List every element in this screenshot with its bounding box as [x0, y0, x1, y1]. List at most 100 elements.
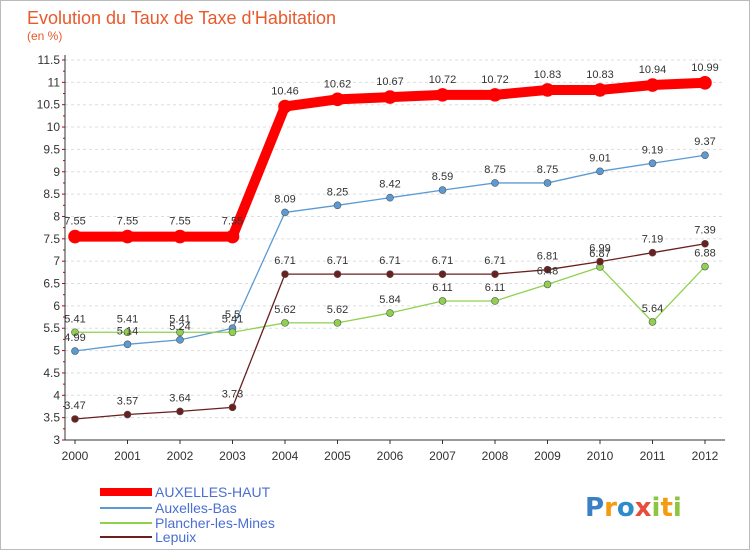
- data-point: [701, 239, 709, 248]
- data-label: 8.75: [537, 164, 558, 176]
- data-label: 4.99: [64, 332, 85, 344]
- data-label: 5.84: [379, 294, 400, 306]
- data-label: 6.71: [484, 255, 505, 267]
- data-point: [386, 309, 394, 317]
- x-tick-label: 2011: [640, 449, 666, 463]
- data-label: 5.41: [169, 313, 190, 325]
- data-point: [281, 319, 289, 327]
- y-tick-label: 7: [53, 254, 60, 268]
- y-tick-label: 11: [48, 75, 61, 89]
- data-label: 3.57: [117, 396, 138, 408]
- y-tick-label: 9: [53, 165, 60, 179]
- data-label: 8.59: [432, 171, 453, 183]
- data-point: [488, 88, 502, 102]
- data-label: 6.88: [694, 248, 715, 260]
- data-point: [648, 318, 657, 326]
- data-point: [435, 88, 450, 102]
- data-point: [333, 319, 342, 327]
- data-label: 10.67: [376, 76, 404, 88]
- logo-letter: t: [660, 493, 672, 523]
- data-label: 5.64: [642, 303, 663, 315]
- chart-subtitle: (en %): [27, 29, 62, 43]
- data-label: 10.46: [271, 85, 299, 97]
- chart-title: Evolution du Taux de Taxe d'Habitation: [27, 8, 336, 28]
- logo-letter: o: [617, 493, 635, 523]
- data-label: 6.87: [589, 248, 610, 260]
- data-label: 5.5: [225, 309, 240, 321]
- legend-label: AUXELLES-HAUT: [155, 484, 271, 500]
- y-tick-label: 3: [53, 433, 60, 447]
- data-point: [596, 167, 604, 176]
- plot-area: 33.544.555.566.577.588.599.51010.51111.5…: [37, 53, 725, 463]
- x-tick-label: 2000: [62, 449, 89, 463]
- data-label: 10.72: [429, 74, 457, 86]
- logo-letter: i: [673, 493, 682, 523]
- data-point: [648, 248, 657, 257]
- data-label: 5.14: [117, 325, 138, 337]
- x-tick-label: 2001: [114, 449, 141, 463]
- data-label: 10.62: [324, 78, 352, 90]
- y-tick-label: 4: [53, 388, 60, 402]
- data-label: 5.62: [274, 304, 295, 316]
- data-point: [176, 407, 184, 416]
- logo-letter: i: [652, 493, 661, 523]
- data-label: 6.99: [589, 243, 610, 255]
- data-label: 10.83: [534, 69, 562, 81]
- data-point: [596, 257, 604, 266]
- data-label: 7.55: [117, 216, 138, 228]
- y-tick-label: 10: [47, 120, 61, 134]
- x-tick-label: 2012: [692, 449, 719, 463]
- data-point: [71, 415, 79, 423]
- legend-label: Lepuix: [155, 529, 196, 545]
- data-label: 10.72: [481, 74, 509, 86]
- data-point: [281, 208, 289, 217]
- data-point: [333, 201, 342, 210]
- data-point: [701, 151, 709, 160]
- data-label: 5.62: [327, 304, 348, 316]
- data-label: 5.41: [117, 313, 138, 325]
- x-tick-label: 2006: [377, 449, 404, 463]
- data-point: [71, 347, 79, 355]
- data-point: [491, 179, 499, 187]
- data-label: 6.71: [432, 255, 453, 267]
- data-point: [701, 262, 709, 271]
- logo-letter: r: [604, 493, 617, 523]
- data-point: [333, 270, 342, 278]
- x-tick-label: 2007: [429, 449, 456, 463]
- data-label: 7.55: [64, 216, 85, 228]
- legend-label: Plancher-les-Mines: [155, 515, 275, 531]
- data-point: [543, 265, 552, 274]
- data-label: 9.37: [694, 136, 715, 148]
- data-label: 7.55: [169, 216, 190, 228]
- x-tick-label: 2002: [167, 449, 194, 463]
- data-point: [330, 92, 345, 107]
- data-point: [123, 328, 132, 337]
- data-point: [225, 229, 240, 244]
- data-label: 3.64: [169, 392, 190, 404]
- y-tick-label: 3.5: [43, 411, 60, 425]
- x-tick-label: 2003: [219, 449, 246, 463]
- data-point: [386, 193, 394, 202]
- data-label: 7.55: [222, 216, 243, 228]
- data-label: 6.81: [537, 251, 558, 263]
- x-tick-label: 2009: [534, 449, 561, 463]
- y-tick-label: 10.5: [37, 98, 61, 112]
- data-label: 7.19: [642, 234, 663, 246]
- y-tick-label: 11.5: [38, 53, 61, 67]
- data-point: [698, 76, 712, 90]
- data-label: 5.24: [169, 321, 190, 333]
- data-point: [68, 229, 82, 244]
- x-tick-label: 2004: [272, 449, 299, 463]
- data-point: [491, 270, 499, 278]
- legend-label: Auxelles-Bas: [155, 500, 237, 516]
- data-label: 9.01: [589, 152, 610, 164]
- data-label: 8.42: [379, 179, 400, 191]
- data-label: 5.41: [64, 313, 85, 325]
- data-point: [228, 403, 237, 412]
- y-tick-label: 8.5: [43, 187, 60, 201]
- data-point: [438, 186, 447, 194]
- data-label: 6.71: [379, 255, 400, 267]
- data-label: 8.09: [274, 193, 295, 205]
- data-label: 8.75: [484, 164, 505, 176]
